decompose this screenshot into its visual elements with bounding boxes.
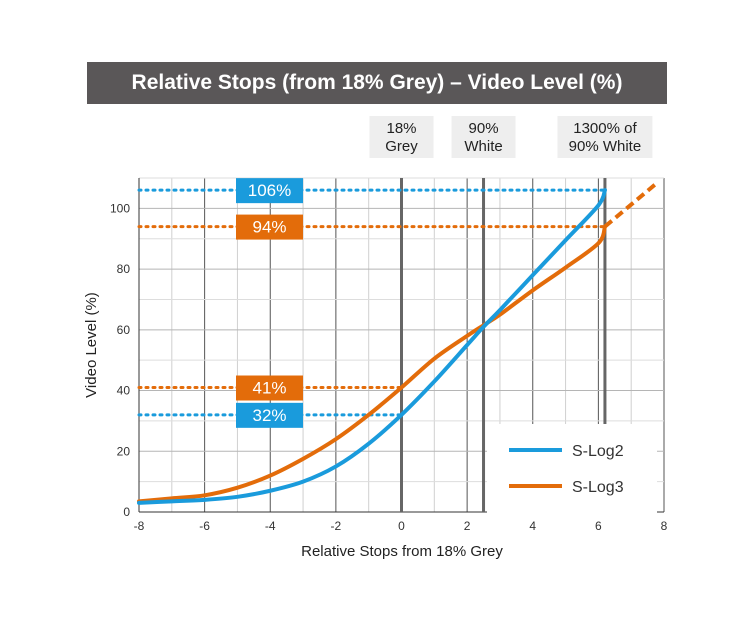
x-tick-label: 6 [595,519,602,533]
reference-label-box [557,116,653,158]
y-tick-label: 0 [123,505,130,519]
legend-label-s-log3: S-Log3 [572,479,624,496]
reference-label-box [451,116,516,158]
reference-label: White [464,138,502,155]
legend-label-s-log2: S-Log2 [572,443,624,460]
x-tick-label: 8 [661,519,668,533]
y-tick-label: 80 [117,262,131,276]
y-tick-label: 100 [110,201,130,215]
series-line-s-log2 [137,188,607,505]
x-tick-label: -2 [331,519,342,533]
level-marker-label: 32% [252,406,286,425]
x-axis-label: Relative Stops from 18% Grey [301,543,503,560]
level-marker-lines [137,188,607,417]
x-tick-label: -6 [199,519,210,533]
level-marker-labels: 106% 94% 41% 32% [236,178,303,428]
level-marker-box [236,214,303,240]
level-marker-label: 41% [252,379,286,398]
level-marker-label: 106% [248,181,291,200]
series-extension-s-log3 [603,181,659,229]
y-tick-label: 40 [117,384,131,398]
series-lines [137,181,659,505]
level-marker-box [236,402,303,428]
reference-label: Grey [385,138,418,155]
x-tick-label: 4 [529,519,536,533]
reference-label: 18% [386,120,416,137]
legend: S-Log2 S-Log3 [487,424,657,516]
chart-title: Relative Stops (from 18% Grey) – Video L… [87,62,667,104]
x-tick-label: 2 [464,519,471,533]
reference-label-box [369,116,434,158]
level-marker-box [236,375,303,401]
y-tick-label: 20 [117,444,131,458]
level-marker-label: 94% [252,218,286,237]
legend-box [487,424,657,516]
reference-label: 90% White [569,138,642,155]
reference-label: 1300% of [573,120,637,137]
y-axis-label: Video Level (%) [83,292,100,398]
level-marker-box [236,178,303,204]
reference-label: 90% [469,120,499,137]
x-tick-label: -4 [265,519,276,533]
x-tick-label: -8 [134,519,145,533]
x-tick-label: 0 [398,519,405,533]
y-tick-label: 60 [117,323,131,337]
series-line-s-log3 [137,224,607,504]
